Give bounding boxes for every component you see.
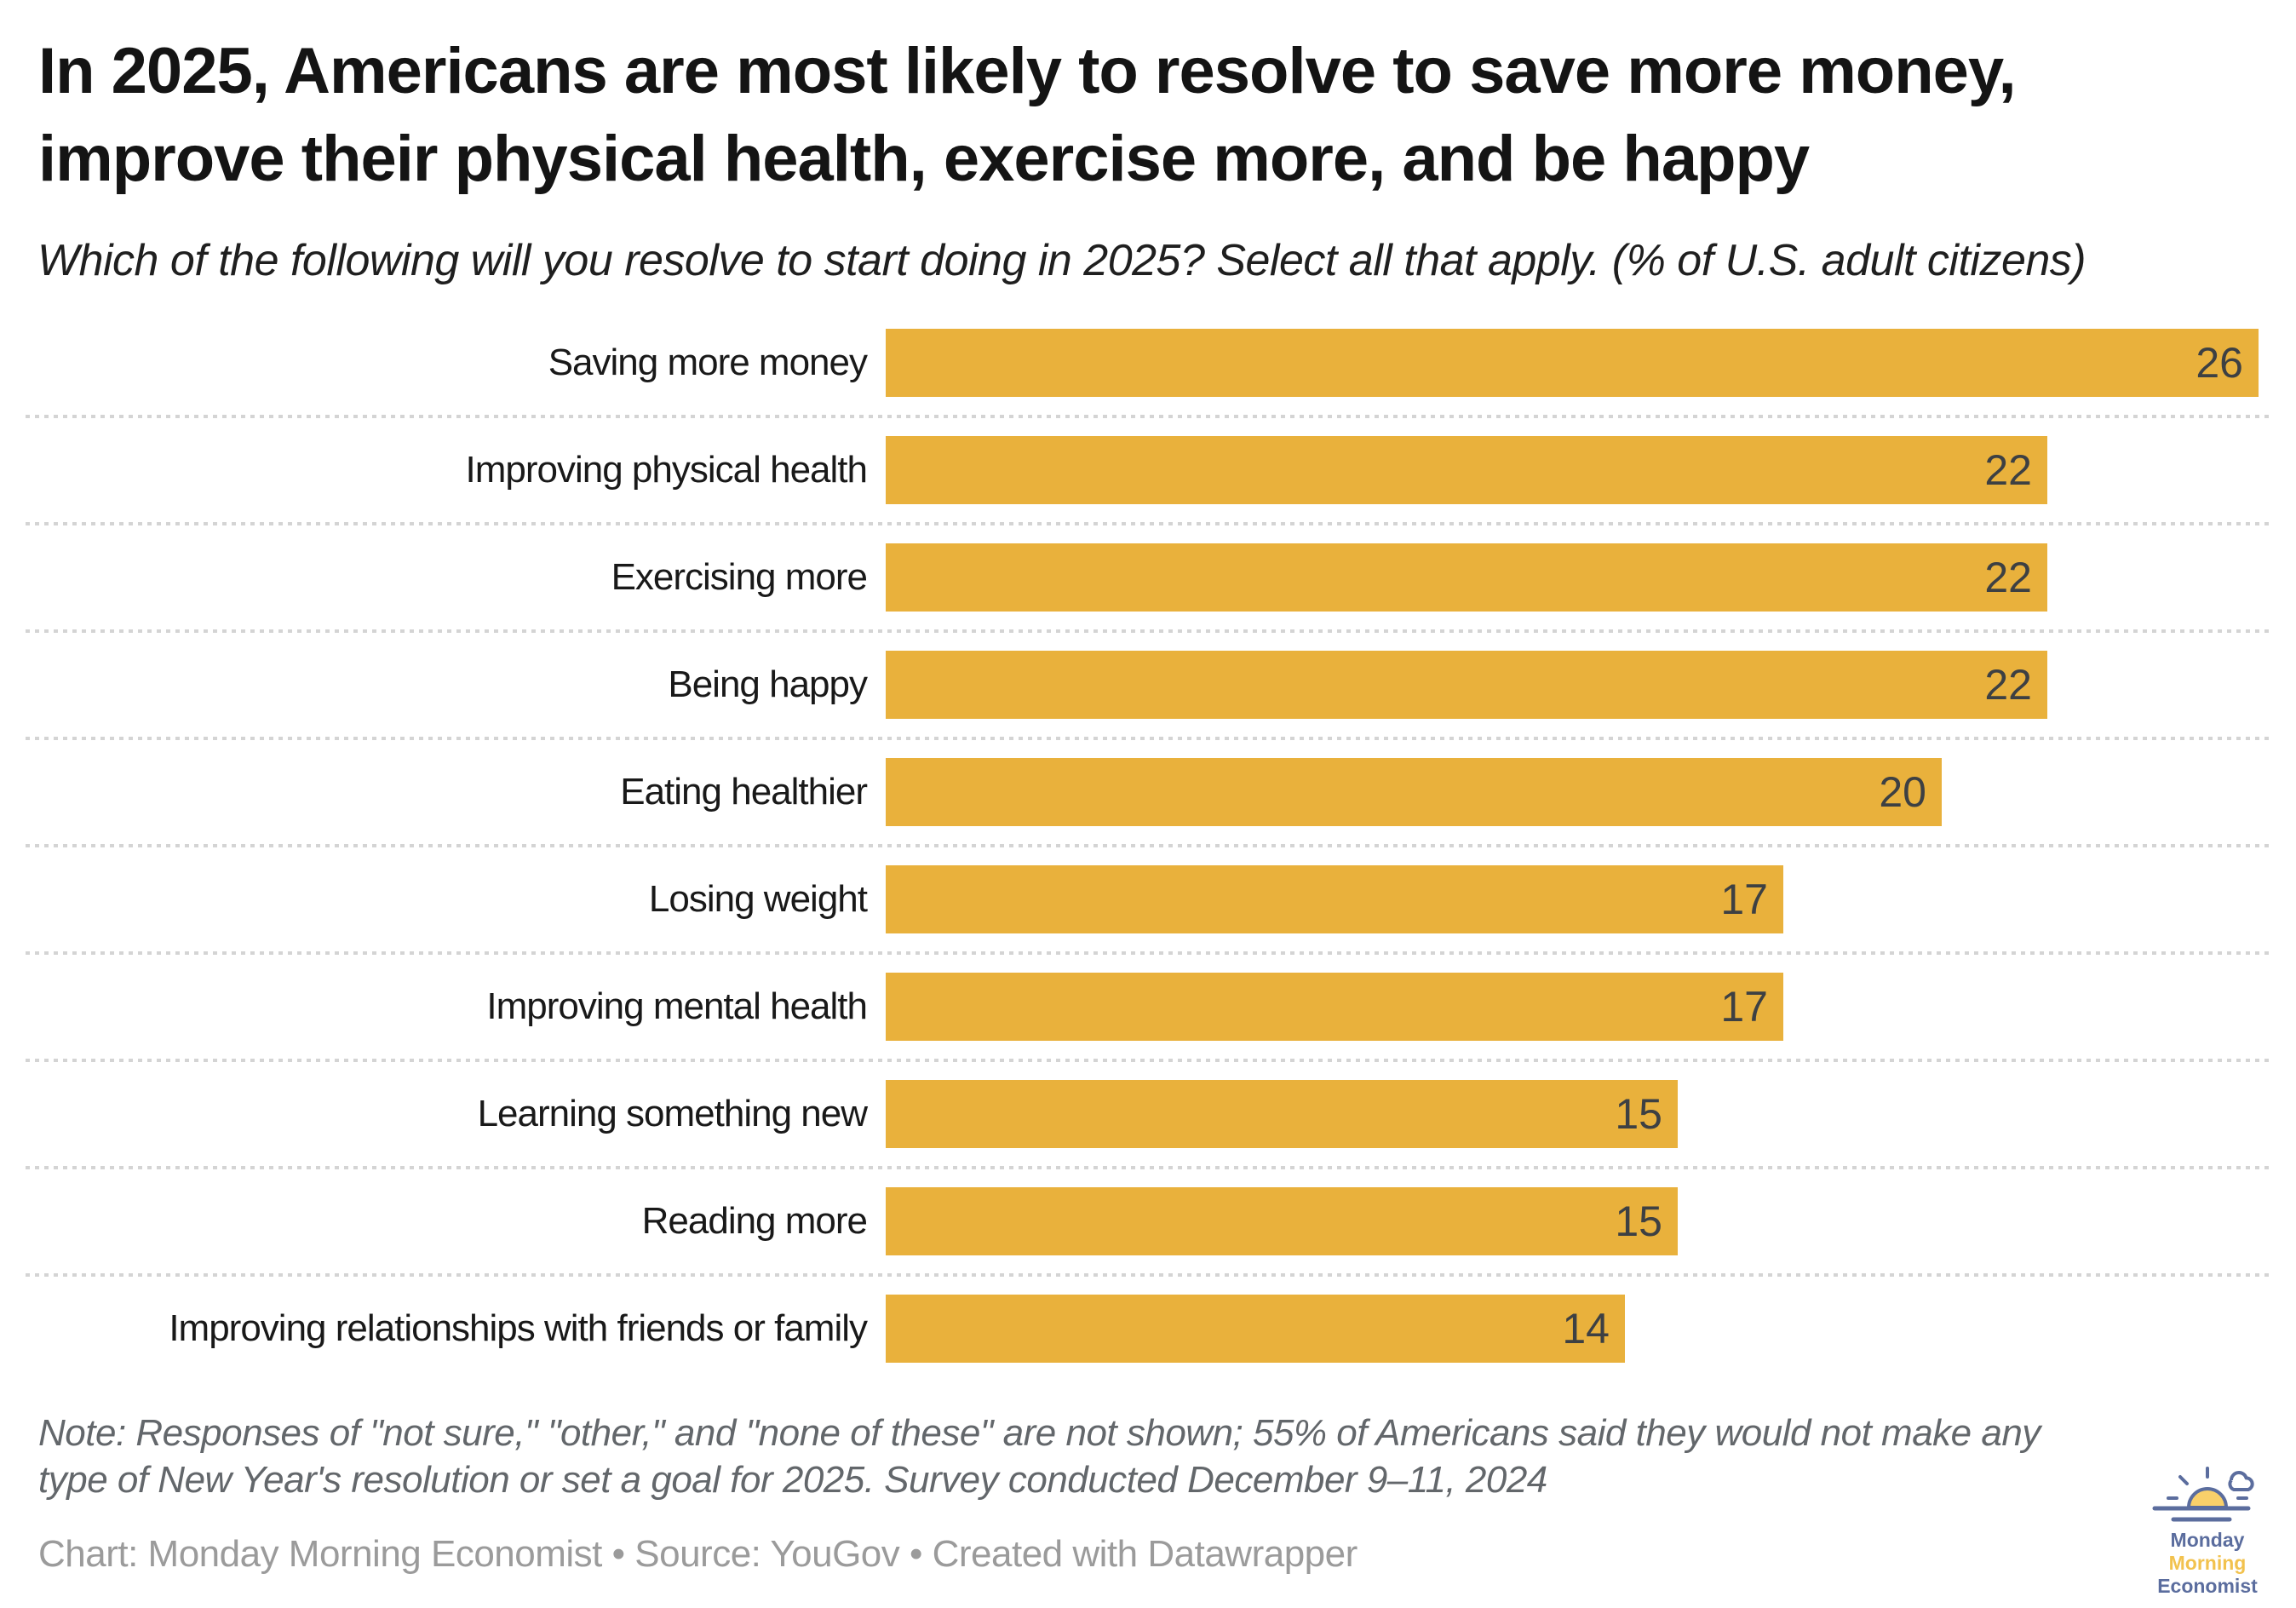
row-separator — [26, 1059, 2269, 1062]
bar-row: Losing weight 17 — [26, 865, 2269, 973]
bar-row: Improving mental health 17 — [26, 973, 2269, 1080]
bar-label: Improving physical health — [465, 449, 868, 491]
chart-title-line-2: improve their physical health, exercise … — [38, 123, 1810, 195]
bar-value: 20 — [1879, 768, 1926, 816]
bar-value: 14 — [1562, 1305, 1610, 1352]
chart-title: In 2025, Americans are most likely to re… — [38, 27, 2261, 203]
bar-label: Losing weight — [648, 878, 868, 920]
bar: 15 — [886, 1187, 1678, 1255]
bar-value: 22 — [1984, 446, 2032, 494]
row-separator — [26, 951, 2269, 955]
bar-label: Improving relationships with friends or … — [169, 1307, 868, 1349]
publisher-logo: Monday Morning Economist — [2139, 1458, 2276, 1598]
bar: 26 — [886, 329, 2259, 397]
row-separator — [26, 737, 2269, 740]
row-separator — [26, 415, 2269, 418]
row-separator — [26, 1166, 2269, 1169]
chart-title-line-1: In 2025, Americans are most likely to re… — [38, 35, 2017, 107]
chart-credit: Chart: Monday Morning Economist • Source… — [38, 1533, 1358, 1575]
bar-value: 17 — [1720, 983, 1768, 1031]
bar-label: Being happy — [668, 663, 868, 705]
bar-label: Eating healthier — [620, 771, 868, 813]
bar-value: 22 — [1984, 554, 2032, 601]
bar-row: Improving relationships with friends or … — [38, 1295, 2259, 1402]
bar-row: Being happy 22 — [26, 651, 2269, 758]
bar: 22 — [886, 543, 2047, 612]
bar: 20 — [886, 758, 1942, 826]
bar-row: Improving physical health 22 — [26, 436, 2269, 543]
bar-label: Saving more money — [548, 342, 868, 383]
bar: 14 — [886, 1295, 1625, 1363]
chart-note-line-2: type of New Year's resolution or set a g… — [38, 1459, 1547, 1501]
chart-note-line-1: Note: Responses of "not sure," "other," … — [38, 1412, 2041, 1454]
bar-value: 22 — [1984, 661, 2032, 709]
bar: 22 — [886, 436, 2047, 504]
row-separator — [26, 522, 2269, 525]
bar-value: 26 — [2196, 339, 2243, 387]
bar: 22 — [886, 651, 2047, 719]
row-separator — [26, 844, 2269, 847]
bar-row: Reading more 15 — [26, 1187, 2269, 1295]
bar-row: Eating healthier 20 — [26, 758, 2269, 865]
bar-value: 17 — [1720, 876, 1768, 923]
logo-text-morning: Morning — [2168, 1552, 2247, 1574]
bar-label: Learning something new — [477, 1093, 868, 1134]
logo-text-monday: Monday — [2170, 1529, 2245, 1551]
bar-row: Exercising more 22 — [26, 543, 2269, 651]
bar-label: Exercising more — [611, 556, 868, 598]
bar-chart: Saving more money 26 Improving physical he… — [26, 329, 2269, 1402]
bar-row: Saving more money 26 — [26, 329, 2269, 436]
bar: 17 — [886, 865, 1783, 933]
logo-text-economist: Economist — [2157, 1575, 2258, 1597]
row-separator — [26, 1273, 2269, 1277]
bar-value: 15 — [1615, 1197, 1662, 1245]
bar-row: Learning something new 15 — [26, 1080, 2269, 1187]
bar: 15 — [886, 1080, 1678, 1148]
chart-subtitle: Which of the following will you resolve … — [37, 236, 2086, 285]
bar: 17 — [886, 973, 1783, 1041]
row-separator — [26, 629, 2269, 633]
chart-note: Note: Responses of "not sure," "other," … — [38, 1410, 2219, 1503]
sunrise-logo-icon — [2152, 1467, 2254, 1522]
bar-label: Improving mental health — [486, 985, 868, 1027]
bar-label: Reading more — [641, 1200, 868, 1242]
bar-value: 15 — [1615, 1090, 1662, 1138]
